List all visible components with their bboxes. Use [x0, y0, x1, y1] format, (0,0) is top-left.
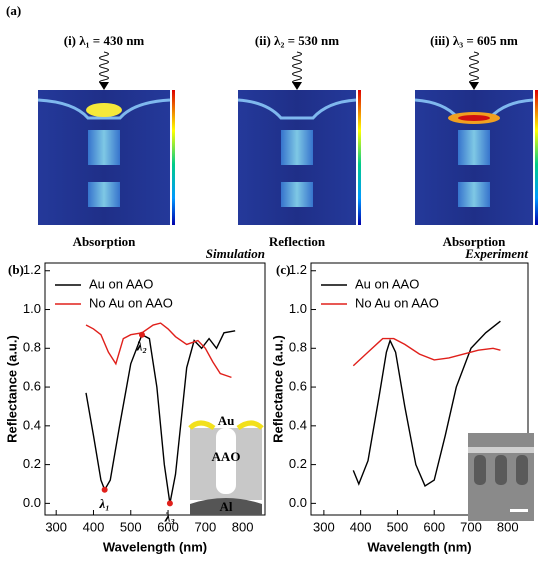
y-tick-label: 0.6 [289, 378, 307, 393]
x-tick-label: 400 [83, 519, 105, 534]
colorbar [358, 90, 361, 225]
surface [37, 98, 171, 120]
point-label: λ₂ [136, 339, 147, 354]
plot-frame [44, 262, 266, 516]
scale-bar [510, 509, 528, 512]
pore [88, 130, 120, 165]
x-tick-label: 500 [120, 519, 142, 534]
hotspot [458, 115, 490, 121]
inset-au [188, 420, 264, 431]
pore [88, 182, 120, 207]
pore [281, 130, 313, 165]
arrow [469, 82, 479, 90]
sem-pore [495, 455, 507, 485]
x-tick-label: 500 [387, 519, 409, 534]
hotspot [86, 103, 122, 117]
legend-label: Au on AAO [355, 276, 419, 291]
inset-pore [216, 428, 236, 494]
plot-frame [310, 262, 529, 516]
inset-al [190, 498, 262, 515]
panel-caption: Absorption [73, 234, 137, 249]
charts: 300 400 500 600 700 800 0.0 0.2 0.4 0.6 0.8 1.0 1.2 W… [4, 246, 534, 554]
inset-label: Al [220, 499, 233, 514]
y-axis-label: Reflectance (a.u.) [270, 335, 285, 443]
light-wave [99, 51, 109, 85]
arrow [292, 82, 302, 90]
panel-title: (i) λ₁ = 430 nm [64, 33, 145, 48]
series-line [352, 337, 501, 367]
y-axis-label: Reflectance (a.u.) [4, 335, 19, 443]
colorbar [535, 90, 538, 225]
point-label: λ₁ [99, 496, 110, 511]
annotation: Experiment [464, 246, 528, 261]
y-tick-label: 0.8 [23, 340, 41, 355]
panel-caption: Reflection [269, 234, 326, 249]
surface [237, 98, 357, 120]
marked-point [166, 500, 173, 507]
x-tick-label: 300 [313, 519, 335, 534]
y-tick-label: 0.2 [23, 456, 41, 471]
x-tick-label: 600 [423, 519, 445, 534]
x-tick-label: 700 [194, 519, 216, 534]
arrow [99, 82, 109, 90]
x-tick-label: 300 [45, 519, 67, 534]
series-line [352, 320, 501, 487]
panel-label: (a) [6, 3, 21, 18]
pore [458, 182, 490, 207]
colorbar [172, 90, 175, 225]
marked-point [138, 331, 145, 338]
legend-label: No Au on AAO [355, 295, 439, 310]
sem-pore [474, 455, 486, 485]
y-tick-label: 0.6 [23, 378, 41, 393]
y-tick-label: 1.0 [23, 301, 41, 316]
marked-point [101, 486, 108, 493]
x-tick-label: 700 [460, 519, 482, 534]
inset-label: Au [218, 413, 235, 428]
panel-label: (c) [276, 262, 290, 277]
y-tick-label: 1.2 [289, 262, 307, 277]
x-tick-label: 600 [157, 519, 179, 534]
sem-pore [516, 455, 528, 485]
legend-label: Au on AAO [89, 276, 153, 291]
panel-a: (i) λ₁ = 430 nm Absorption (ii) λ₂ = 530 n… [37, 33, 538, 249]
light-wave [292, 51, 302, 85]
annotation: Simulation [206, 246, 265, 261]
x-tick-label: 800 [232, 519, 254, 534]
y-tick-label: 0.8 [289, 340, 307, 355]
inset-label: AAO [212, 449, 241, 464]
legend-label: No Au on AAO [89, 295, 173, 310]
x-axis-label: Wavelength (nm) [103, 539, 207, 554]
x-tick-label: 800 [497, 519, 519, 534]
point-label: λ₃ [164, 509, 175, 524]
panel-title: (ii) λ₂ = 530 nm [255, 33, 339, 48]
panel-title: (iii) λ₃ = 605 nm [430, 33, 518, 48]
y-tick-label: 0.2 [289, 456, 307, 471]
y-tick-label: 1.0 [289, 301, 307, 316]
y-tick-label: 0.0 [23, 495, 41, 510]
x-axis-label: Wavelength (nm) [367, 539, 471, 554]
series-line [85, 322, 232, 379]
panel-label: (b) [8, 262, 24, 277]
y-tick-label: 0.4 [289, 417, 307, 432]
y-tick-label: 0.0 [289, 495, 307, 510]
sem-top [468, 447, 534, 453]
x-tick-label: 400 [350, 519, 372, 534]
light-wave [469, 51, 479, 85]
y-tick-label: 0.4 [23, 417, 41, 432]
pore [281, 182, 313, 207]
y-tick-label: 1.2 [23, 262, 41, 277]
panel-caption: Absorption [443, 234, 507, 249]
pore [458, 130, 490, 165]
